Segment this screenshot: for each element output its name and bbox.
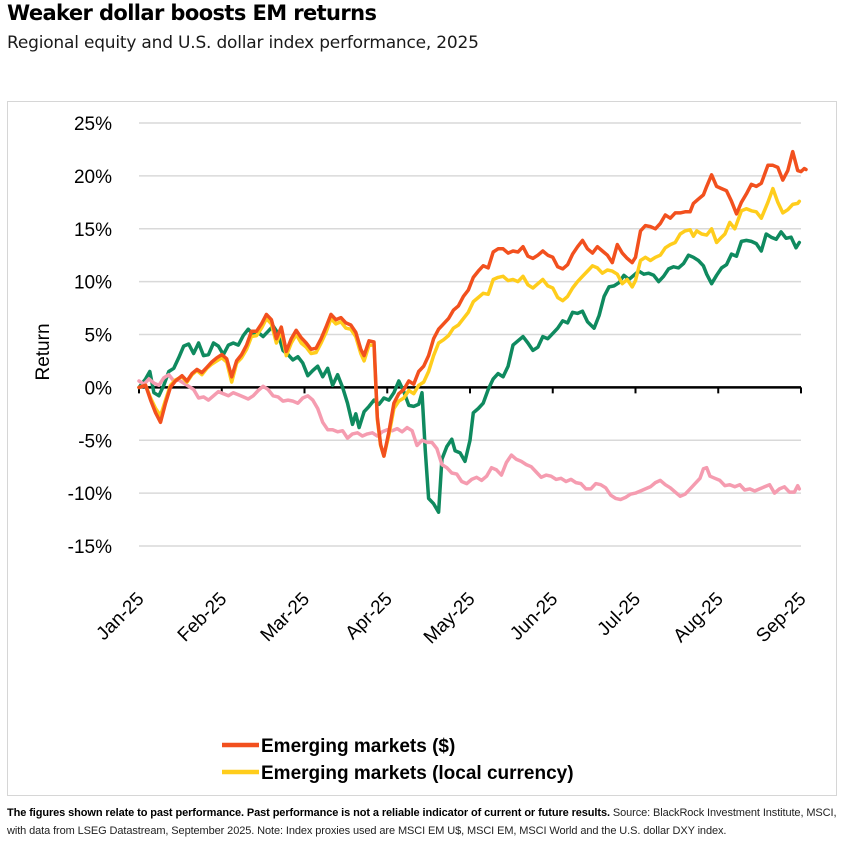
y-tick-label: -10% — [68, 484, 112, 505]
x-tick-label: Jun-25 — [506, 589, 562, 645]
disclaimer-text: The figures shown relate to past perform… — [7, 807, 610, 819]
series-lines — [137, 149, 808, 514]
page-subtitle: Regional equity and U.S. dollar index pe… — [7, 33, 479, 53]
y-tick-label: 15% — [74, 220, 112, 241]
x-tick-label: Sep-25 — [752, 589, 810, 647]
y-tick-label: 25% — [74, 114, 112, 135]
y-tick-label: 20% — [74, 167, 112, 188]
source-text: Source: BlackRock Investment Institute, … — [7, 807, 837, 837]
x-tick-label: Mar-25 — [257, 589, 314, 646]
y-axis-tick-labels: 25% 20% 15% 10% 5% 0% -5% -10% -15% — [68, 114, 112, 558]
chart-frame — [7, 101, 837, 796]
y-tick-label: -15% — [68, 537, 112, 558]
x-tick-label: Jan-25 — [93, 589, 149, 645]
legend-label: Emerging markets ($) — [261, 736, 455, 757]
y-tick-label: 0% — [85, 378, 113, 399]
legend-item: Emerging markets ($) — [222, 736, 455, 757]
series-line-emerging-markets — [137, 149, 808, 458]
x-tick-label: May-25 — [420, 589, 480, 649]
y-axis-label: Return — [33, 323, 54, 380]
series-line-msci-world — [137, 230, 802, 514]
y-tick-label: 10% — [74, 273, 112, 294]
series-line-u-s-dollar-dxy-index — [137, 372, 802, 502]
x-tick-label: Jul-25 — [594, 589, 645, 640]
x-axis-tick-labels: Jan-25 Feb-25 Mar-25 Apr-25 May-25 Jun-25 Jul-… — [93, 589, 811, 649]
legend: Emerging markets ($) Emerging markets (lo… — [222, 736, 574, 784]
zero-axis — [138, 386, 802, 394]
y-tick-label: -5% — [78, 431, 112, 452]
y-tick-label: 5% — [85, 326, 113, 347]
x-tick-label: Apr-25 — [342, 589, 397, 644]
legend-label: Emerging markets (local currency) — [261, 763, 574, 784]
x-tick-label: Feb-25 — [174, 589, 231, 646]
footer-note: The figures shown relate to past perform… — [7, 804, 837, 840]
legend-item: Emerging markets (local currency) — [222, 763, 574, 784]
page-title: Weaker dollar boosts EM returns — [7, 1, 377, 25]
series-line-emerging-markets-local-currency — [137, 186, 802, 458]
line-chart: 25% 20% 15% 10% 5% 0% -5% -10% -15% Return Jan-2… — [33, 114, 811, 784]
x-tick-label: Aug-25 — [670, 589, 728, 647]
